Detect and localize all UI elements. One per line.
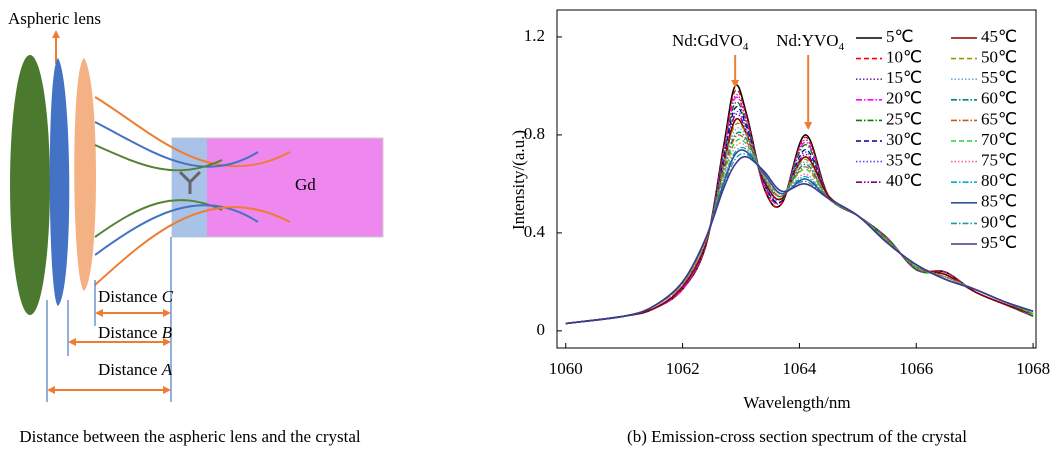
y-tick-label: 1.2 [524, 26, 545, 45]
ray [94, 144, 223, 172]
distance-letter: C [162, 287, 174, 306]
x-tick-label: 1062 [666, 359, 700, 378]
y-axis-label: Intensity/(a.u.) [509, 130, 528, 230]
legend-label: 75℃ [981, 151, 1017, 170]
series-line [565, 93, 1034, 325]
x-tick-label: 1066 [899, 359, 933, 378]
distance-text: Distance [98, 287, 157, 306]
series-line [565, 146, 1034, 325]
legend-label: 50℃ [981, 48, 1017, 67]
legend-label: 60℃ [981, 89, 1017, 108]
annotation-text: Nd:YVO [776, 31, 838, 50]
distance-letter: A [161, 360, 173, 379]
annotation-text: Nd:GdVO [672, 31, 743, 50]
legend-label: 25℃ [886, 109, 922, 128]
legend-label: 65℃ [981, 109, 1017, 128]
series-line [565, 153, 1034, 325]
legend-label: 70℃ [981, 130, 1017, 149]
x-tick-label: 1064 [782, 359, 817, 378]
ray [94, 121, 259, 168]
legend-label: 55℃ [981, 68, 1017, 87]
series-line [565, 155, 1034, 325]
distance-label: Distance C [98, 287, 174, 306]
distance-letter: B [162, 323, 173, 342]
diagram: Aspheric lens Gd Distance C Distance B D… [8, 9, 384, 446]
series-line [565, 118, 1034, 325]
series-line [565, 96, 1034, 325]
series-line [565, 106, 1034, 325]
chart: Wavelength/nm Intensity/(a.u.) (b) Emiss… [509, 9, 1050, 446]
ray [94, 96, 291, 168]
distance-label: Distance A [98, 360, 173, 379]
annotation-sub: 4 [839, 41, 845, 53]
series-line [565, 89, 1034, 325]
distance-text: Distance [98, 360, 157, 379]
crystal [171, 137, 384, 238]
distance-label: Distance B [98, 323, 173, 342]
legend-label: 95℃ [981, 233, 1017, 252]
lens-label: Aspheric lens [8, 9, 101, 28]
legend-label: 80℃ [981, 171, 1017, 190]
series-line [565, 142, 1034, 325]
series-line [565, 149, 1034, 325]
ray [94, 204, 259, 256]
y-tick-label: 0 [537, 320, 546, 339]
y-tick-label: 0.8 [524, 124, 545, 143]
lens-3 [74, 58, 96, 291]
crystal-label: Gd [295, 175, 316, 194]
lens-1 [10, 55, 50, 315]
legend-label: 45℃ [981, 27, 1017, 46]
distance-text: Distance [98, 323, 157, 342]
ray [94, 206, 291, 286]
focus [178, 170, 202, 194]
ray [94, 199, 223, 238]
y-tick-label: 0.4 [524, 222, 546, 241]
plot-frame [556, 9, 1037, 349]
annotation: Nd:YVO4 [776, 31, 844, 53]
lens-2 [49, 58, 70, 306]
series-line [565, 101, 1034, 325]
x-axis-label: Wavelength/nm [743, 393, 850, 412]
legend-label: 40℃ [886, 171, 922, 190]
legend-label: 30℃ [886, 130, 922, 149]
legend-label: 90℃ [981, 212, 1017, 231]
x-tick-label: 1060 [549, 359, 583, 378]
x-tick-label: 1068 [1016, 359, 1050, 378]
caption: Distance between the aspheric lens and t… [19, 427, 361, 446]
legend-label: 20℃ [886, 89, 922, 108]
annotation-sub: 4 [743, 41, 749, 53]
legend-label: 85℃ [981, 192, 1017, 211]
legend-label: 5℃ [886, 27, 914, 46]
annotation: Nd:GdVO4 [672, 31, 749, 53]
legend-label: 15℃ [886, 68, 922, 87]
caption: (b) Emission-cross section spectrum of t… [627, 427, 967, 446]
legend-label: 10℃ [886, 48, 922, 67]
legend-label: 35℃ [886, 151, 922, 170]
